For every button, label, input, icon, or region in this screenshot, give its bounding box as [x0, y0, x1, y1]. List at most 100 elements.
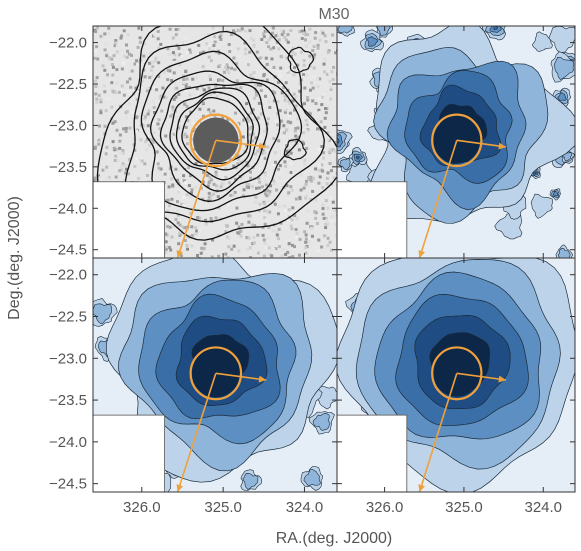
- noise-pixel: [180, 202, 184, 206]
- vector-line: [215, 139, 267, 148]
- noise-pixel: [124, 126, 128, 130]
- noise-pixel: [112, 146, 116, 150]
- noise-pixel: [115, 44, 119, 48]
- noise-pixel: [179, 58, 183, 62]
- noise-pixel: [335, 157, 337, 161]
- noise-pixel: [250, 147, 254, 151]
- noise-pixel: [326, 131, 330, 135]
- noise-pixel: [292, 73, 296, 77]
- noise-pixel: [322, 62, 326, 66]
- noise-pixel: [245, 185, 249, 189]
- noise-pixel: [190, 234, 194, 237]
- noise-pixel: [266, 117, 270, 121]
- noise-pixel: [201, 180, 205, 184]
- noise-pixel: [212, 192, 216, 196]
- noise-pixel: [185, 135, 189, 139]
- noise-pixel: [110, 97, 114, 101]
- noise-pixel: [182, 174, 186, 178]
- noise-pixel: [255, 50, 259, 54]
- noise-pixel: [127, 158, 131, 162]
- noise-pixel: [170, 135, 174, 139]
- noise-pixel: [137, 177, 141, 180]
- noise-pixel: [177, 92, 181, 96]
- noise-pixel: [179, 254, 183, 258]
- noise-pixel: [247, 119, 251, 123]
- noise-pixel: [228, 181, 231, 185]
- noise-pixel: [304, 240, 308, 244]
- noise-pixel: [305, 221, 309, 225]
- noise-pixel: [291, 99, 295, 103]
- noise-pixel: [149, 52, 153, 55]
- noise-pixel: [233, 68, 237, 72]
- noise-pixel: [221, 116, 225, 120]
- noise-pixel: [206, 33, 210, 37]
- noise-pixel: [171, 36, 175, 40]
- noise-pixel: [176, 200, 179, 204]
- noise-pixel: [174, 115, 178, 119]
- noise-pixel: [259, 112, 263, 116]
- noise-pixel: [189, 211, 193, 215]
- noise-pixel: [321, 209, 325, 213]
- noise-pixel: [133, 148, 137, 152]
- noise-pixel: [287, 242, 291, 246]
- noise-pixel: [145, 137, 149, 141]
- noise-pixel: [245, 160, 249, 164]
- vector-line: [456, 372, 507, 381]
- noise-pixel: [325, 182, 329, 186]
- noise-pixel: [257, 186, 261, 190]
- noise-pixel: [293, 52, 297, 56]
- noise-pixel: [211, 26, 215, 30]
- noise-pixel: [296, 136, 300, 140]
- noise-pixel: [285, 56, 289, 60]
- noise-pixel: [266, 189, 270, 192]
- noise-pixel: [224, 252, 228, 256]
- noise-pixel: [185, 243, 189, 247]
- noise-pixel: [183, 201, 187, 205]
- noise-pixel: [286, 256, 290, 258]
- noise-pixel: [298, 253, 301, 257]
- noise-pixel: [176, 115, 180, 119]
- noise-pixel: [187, 184, 191, 188]
- noise-pixel: [247, 236, 251, 240]
- noise-pixel: [279, 119, 283, 123]
- noise-pixel: [168, 69, 172, 73]
- noise-pixel: [137, 86, 140, 89]
- noise-pixel: [97, 138, 101, 142]
- noise-pixel: [243, 41, 247, 45]
- noise-pixel: [210, 178, 214, 182]
- noise-pixel: [256, 116, 260, 120]
- noise-pixel: [103, 68, 107, 72]
- noise-pixel: [174, 28, 178, 31]
- noise-pixel: [255, 83, 259, 87]
- noise-pixel: [212, 44, 216, 47]
- noise-pixel: [189, 149, 193, 153]
- noise-pixel: [160, 51, 164, 55]
- noise-pixel: [157, 46, 161, 50]
- noise-pixel: [199, 51, 202, 55]
- noise-pixel: [314, 198, 318, 202]
- noise-pixel: [140, 159, 144, 163]
- noise-pixel: [236, 231, 240, 235]
- noise-pixel: [125, 110, 129, 114]
- noise-pixel: [238, 138, 242, 142]
- noise-pixel: [244, 47, 248, 51]
- noise-pixel: [273, 200, 277, 204]
- contour-island: [534, 171, 537, 175]
- noise-pixel: [280, 29, 283, 32]
- noise-pixel: [262, 130, 266, 134]
- noise-pixel: [121, 149, 125, 152]
- noise-pixel: [115, 50, 119, 54]
- noise-pixel: [141, 124, 145, 128]
- noise-pixel: [178, 223, 182, 227]
- noise-pixel: [295, 217, 299, 220]
- noise-pixel: [327, 150, 331, 154]
- noise-pixel: [250, 223, 254, 227]
- noise-pixel: [184, 83, 188, 86]
- noise-pixel: [262, 254, 266, 258]
- noise-pixel: [334, 51, 337, 55]
- noise-pixel: [98, 124, 101, 128]
- noise-pixel: [273, 151, 277, 155]
- noise-pixel: [194, 225, 197, 229]
- noise-pixel: [189, 174, 193, 178]
- noise-pixel: [261, 233, 265, 237]
